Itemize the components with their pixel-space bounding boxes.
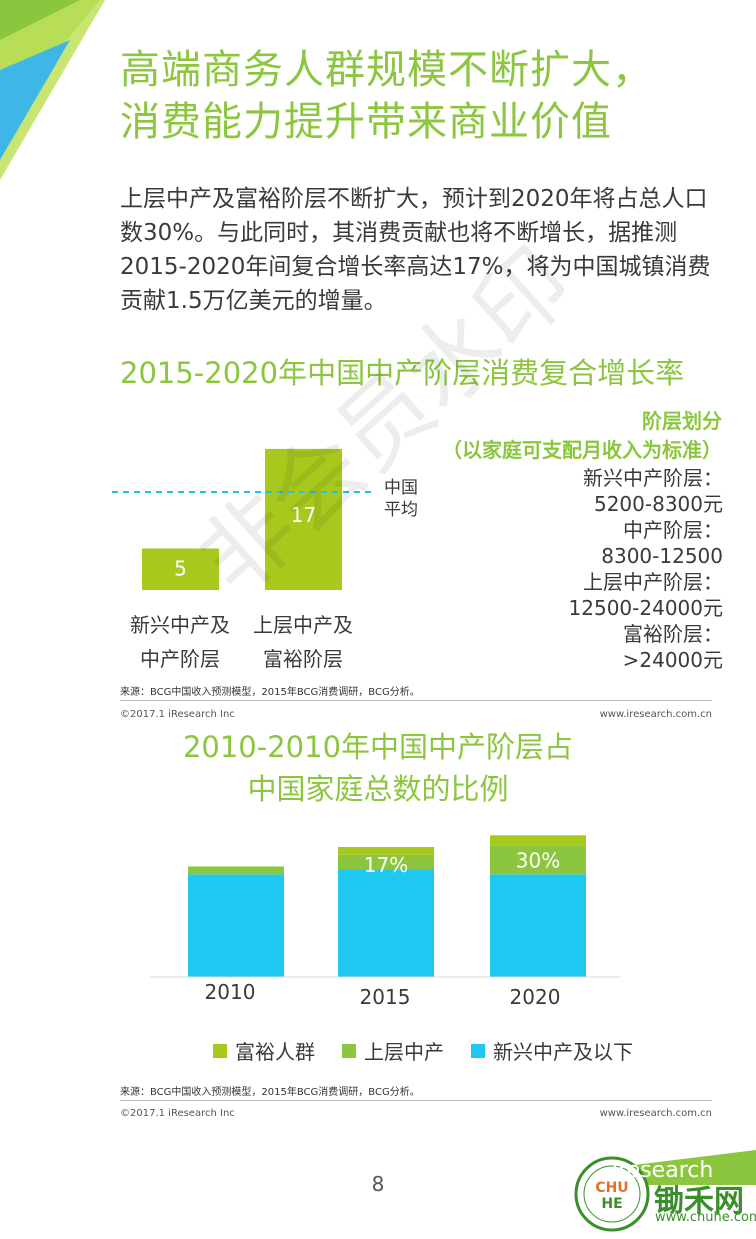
chart2-bar-segment xyxy=(338,869,434,977)
legend-swatch xyxy=(471,1043,485,1058)
legend-swatch xyxy=(342,1043,356,1058)
title-line-1: 高端商务人群规模不断扩大， xyxy=(120,47,653,93)
tier-legend-heading: 阶层划分 （以家庭可支配月收入为标准） xyxy=(322,407,722,465)
divider xyxy=(120,1100,712,1101)
chart1-bar xyxy=(142,548,219,590)
chart2-title: 2010-2010年中国中产阶层占 中国家庭总数的比例 xyxy=(0,726,756,810)
iresearch-logo-text: iresearch xyxy=(612,1158,714,1183)
chart2-bar-segment xyxy=(188,866,284,875)
chart1-source: 来源：BCG中国收入预测模型，2015年BCG消费调研，BCG分析。 xyxy=(120,687,420,698)
chart2-bar-segment xyxy=(490,874,586,977)
x-tick-label: 2010 xyxy=(204,980,256,1004)
chart1-bar xyxy=(265,448,342,590)
copyright: ©2017.1 iResearch Inc xyxy=(120,1108,235,1119)
average-line-label-line-2: 平均 xyxy=(384,500,418,520)
chart2-bar-segment xyxy=(490,845,586,875)
legend-item: 新兴中产及以下 xyxy=(471,1036,633,1065)
chart2-segment-label: 17% xyxy=(364,853,408,877)
chart1-title: 2015-2020年中国中产阶层消费复合增长率 xyxy=(120,356,685,390)
website-link[interactable]: www.iresearch.com.cn xyxy=(599,709,712,720)
tier-line: >24000元 xyxy=(622,648,723,672)
chart2-bar-segment xyxy=(490,835,586,846)
legend-label: 新兴中产及以下 xyxy=(493,1040,633,1064)
chart1-category-label: 上层中产及 富裕阶层 xyxy=(243,608,363,676)
legend-item: 富裕人群 xyxy=(213,1036,315,1065)
tier-legend-heading-line-2: （以家庭可支配月收入为标准） xyxy=(442,438,722,462)
chart2-source: 来源：BCG中国收入预测模型，2015年BCG消费调研，BCG分析。 xyxy=(120,1087,420,1098)
svg-text:CHU: CHU xyxy=(595,1180,628,1196)
legend-item: 上层中产 xyxy=(342,1036,444,1065)
brand-name: 锄禾网 xyxy=(654,1184,744,1219)
chart1-bar-value: 5 xyxy=(174,557,187,581)
average-line-label: 中国 平均 xyxy=(384,477,418,521)
chart2-segment-label: 30% xyxy=(516,849,560,873)
brand-logo: CHU HE xyxy=(574,1150,756,1232)
tier-line: 富裕阶层： xyxy=(623,622,723,646)
legend-swatch xyxy=(213,1043,227,1058)
category-label-line: 中产阶层 xyxy=(140,647,220,671)
svg-text:HE: HE xyxy=(601,1196,622,1212)
chart1-bar-value: 17 xyxy=(291,503,316,527)
x-tick-label: 2020 xyxy=(509,985,561,1009)
chart2-plot: 17% 30% xyxy=(150,835,620,978)
category-label-line: 新兴中产及 xyxy=(130,613,230,637)
chart2-bar-segment xyxy=(338,854,434,870)
tier-line: 8300-12500 xyxy=(601,544,723,568)
tier-list: 新兴中产阶层： 5200-8300元 中产阶层： 8300-12500 上层中产… xyxy=(463,465,723,673)
chart2-bar-segment xyxy=(338,847,434,855)
brand-url: www.chuhe.com xyxy=(655,1210,756,1225)
x-tick-label: 2015 xyxy=(359,985,411,1009)
tier-line: 中产阶层： xyxy=(623,518,723,542)
chart2-bar-segment xyxy=(188,874,284,977)
copyright: ©2017.1 iResearch Inc xyxy=(120,709,235,720)
category-label-line: 富裕阶层 xyxy=(263,647,343,671)
website-link[interactable]: www.iresearch.com.cn xyxy=(599,1108,712,1119)
legend-label: 富裕人群 xyxy=(235,1040,315,1064)
chart2-title-line-1: 2010-2010年中国中产阶层占 xyxy=(182,730,574,764)
divider xyxy=(120,700,712,701)
page-title: 高端商务人群规模不断扩大， 消费能力提升带来商业价值 xyxy=(120,44,653,148)
tier-legend-heading-line-1: 阶层划分 xyxy=(642,409,722,433)
page-number: 8 xyxy=(371,1172,385,1196)
chart1-plot: 5 17 xyxy=(112,448,372,590)
intro-paragraph: 上层中产及富裕阶层不断扩大，预计到2020年将占总人口数30%。与此同时，其消费… xyxy=(120,186,711,314)
tier-line: 新兴中产阶层： xyxy=(583,466,723,490)
average-line-label-line-1: 中国 xyxy=(384,478,418,498)
legend-label: 上层中产 xyxy=(364,1040,444,1064)
title-line-2: 消费能力提升带来商业价值 xyxy=(120,99,612,145)
corner-decoration xyxy=(0,0,105,180)
category-label-line: 上层中产及 xyxy=(253,613,353,637)
tier-line: 5200-8300元 xyxy=(593,492,723,516)
chart1-category-label: 新兴中产及 中产阶层 xyxy=(120,608,240,676)
tier-line: 12500-24000元 xyxy=(568,596,723,620)
tier-line: 上层中产阶层： xyxy=(583,570,723,594)
chart2-title-line-2: 中国家庭总数的比例 xyxy=(247,772,509,806)
